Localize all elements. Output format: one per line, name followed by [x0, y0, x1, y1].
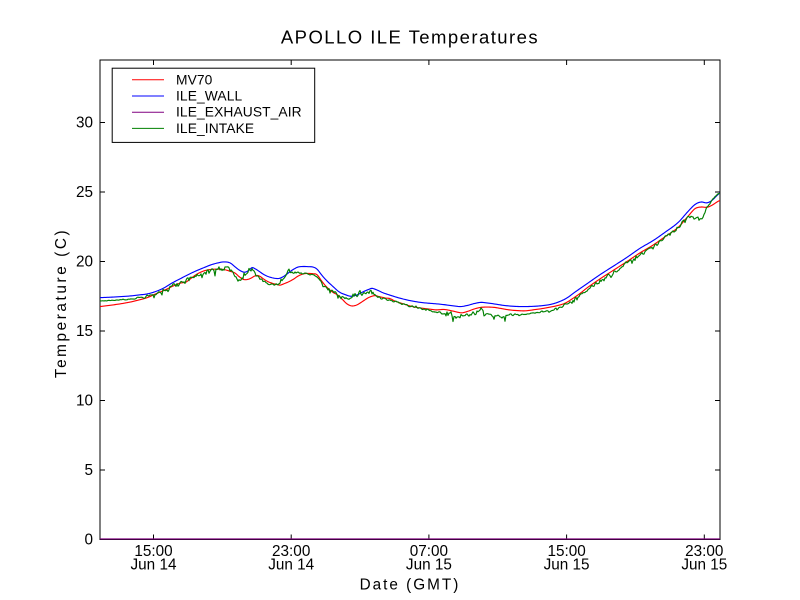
svg-text:20: 20 [76, 253, 93, 270]
svg-text:Jun 15: Jun 15 [406, 557, 452, 574]
svg-text:ILE_WALL: ILE_WALL [176, 89, 242, 104]
svg-text:0: 0 [84, 531, 93, 548]
svg-text:10: 10 [76, 392, 93, 409]
svg-text:30: 30 [76, 114, 93, 131]
svg-text:Jun 14: Jun 14 [131, 557, 177, 574]
svg-text:Jun 15: Jun 15 [681, 557, 727, 574]
svg-text:15: 15 [76, 323, 93, 340]
svg-text:MV70: MV70 [176, 72, 213, 87]
svg-text:Jun 14: Jun 14 [268, 557, 314, 574]
svg-text:Jun 15: Jun 15 [544, 557, 590, 574]
svg-text:ILE_INTAKE: ILE_INTAKE [176, 121, 254, 136]
svg-text:15:00: 15:00 [547, 543, 585, 560]
svg-text:Date (GMT): Date (GMT) [360, 577, 461, 594]
svg-text:07:00: 07:00 [410, 543, 448, 560]
svg-text:APOLLO ILE Temperatures: APOLLO ILE Temperatures [281, 27, 539, 48]
svg-text:15:00: 15:00 [134, 543, 172, 560]
svg-text:Temperature (C): Temperature (C) [53, 228, 70, 378]
svg-text:23:00: 23:00 [685, 543, 723, 560]
svg-text:25: 25 [76, 184, 93, 201]
svg-text:ILE_EXHAUST_AIR: ILE_EXHAUST_AIR [176, 105, 302, 120]
svg-text:5: 5 [84, 462, 93, 479]
svg-text:23:00: 23:00 [272, 543, 310, 560]
